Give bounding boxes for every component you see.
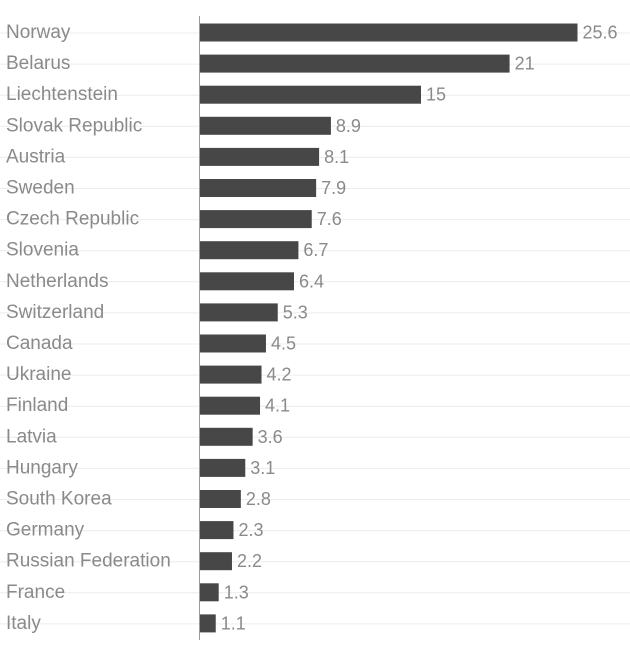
value-label-belarus: 21 (515, 54, 535, 74)
category-label-germany: Germany (6, 520, 85, 541)
bar-liechtenstein (199, 85, 421, 104)
value-label-netherlands: 6.4 (299, 271, 324, 291)
bar-ukraine (199, 365, 262, 384)
value-label-liechtenstein: 15 (426, 85, 446, 105)
bar-norway (199, 23, 578, 42)
category-label-france: France (6, 582, 65, 603)
category-label-canada: Canada (6, 333, 73, 354)
category-label-slovenia: Slovenia (6, 240, 79, 261)
bar-south-korea (199, 490, 241, 508)
value-label-sweden: 7.9 (321, 178, 346, 198)
category-label-netherlands: Netherlands (6, 271, 108, 292)
bar-slovenia (199, 241, 299, 260)
category-label-russian-federation: Russian Federation (6, 551, 171, 572)
bar-italy (199, 614, 216, 633)
bar-germany (199, 521, 234, 540)
value-label-canada: 4.5 (271, 334, 296, 354)
bars (199, 23, 578, 633)
category-label-norway: Norway (6, 22, 71, 43)
value-label-south-korea: 2.8 (246, 489, 271, 509)
category-label-switzerland: Switzerland (6, 302, 104, 323)
value-label-norway: 25.6 (583, 23, 618, 43)
value-label-russian-federation: 2.2 (237, 551, 262, 571)
category-label-czech-republic: Czech Republic (6, 209, 139, 230)
value-label-switzerland: 5.3 (283, 302, 308, 322)
category-label-finland: Finland (6, 395, 68, 416)
bar-france (199, 583, 219, 602)
category-label-austria: Austria (6, 146, 66, 167)
bar-switzerland (199, 303, 278, 322)
bar-sweden (199, 179, 317, 197)
value-label-finland: 4.1 (265, 396, 290, 416)
value-label-germany: 2.3 (238, 520, 263, 540)
value-label-slovak-republic: 8.9 (336, 116, 361, 136)
bar-canada (199, 334, 266, 353)
value-labels: 25.6 21 15 8.9 8.1 7.9 7.6 6.7 6.4 5.3 4.5 4.2 4.1 3.… (221, 23, 618, 634)
category-label-south-korea: South Korea (6, 489, 112, 510)
row-gridlines (0, 32, 630, 625)
value-label-slovenia: 6.7 (303, 240, 328, 260)
bar-russian-federation (199, 552, 232, 571)
bar-netherlands (199, 272, 294, 291)
value-label-france: 1.3 (224, 582, 249, 602)
value-label-czech-republic: 7.6 (317, 209, 342, 229)
value-label-austria: 8.1 (324, 147, 349, 167)
category-label-slovak-republic: Slovak Republic (6, 115, 142, 136)
value-label-ukraine: 4.2 (267, 365, 292, 385)
category-label-belarus: Belarus (6, 53, 70, 74)
value-label-latvia: 3.6 (258, 427, 283, 447)
bar-austria (199, 147, 320, 166)
value-label-hungary: 3.1 (250, 458, 275, 478)
category-label-hungary: Hungary (6, 457, 78, 478)
category-labels: Norway Belarus Liechtenstein Slovak Republi… (6, 22, 171, 634)
bar-hungary (199, 458, 246, 477)
bar-slovak-republic (199, 116, 331, 135)
bar-czech-republic (199, 210, 312, 229)
bar-finland (199, 396, 261, 415)
bar-latvia (199, 427, 253, 446)
bar-belarus (199, 54, 510, 73)
category-label-italy: Italy (6, 613, 41, 634)
category-label-sweden: Sweden (6, 178, 75, 199)
category-label-latvia: Latvia (6, 426, 57, 447)
category-label-ukraine: Ukraine (6, 364, 71, 385)
value-label-italy: 1.1 (221, 613, 246, 633)
category-label-liechtenstein: Liechtenstein (6, 84, 118, 105)
